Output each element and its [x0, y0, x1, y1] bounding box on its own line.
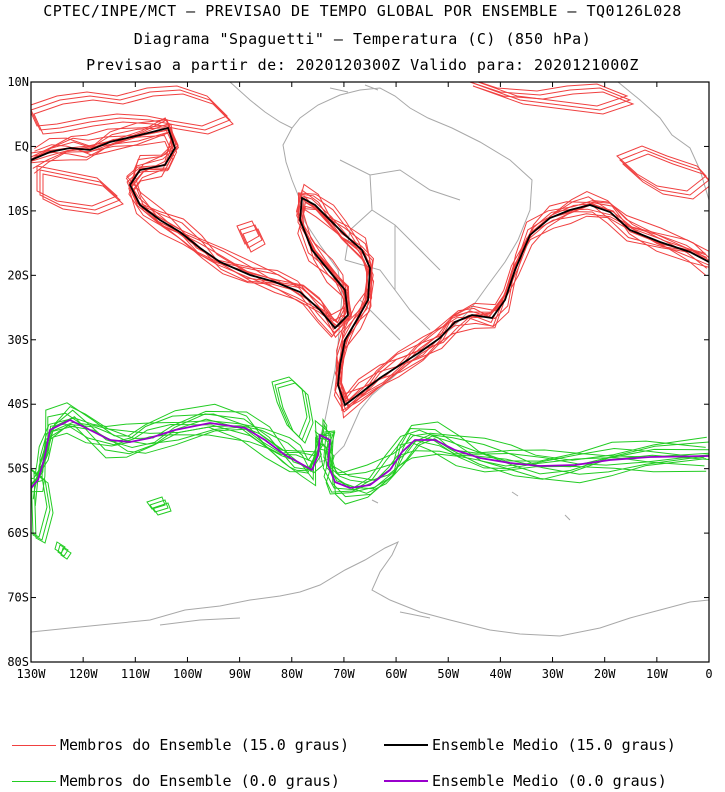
lon-label: 10W	[646, 667, 668, 681]
south-atlantic-islands	[371, 491, 571, 521]
member-15-blob	[42, 173, 124, 215]
lon-label: 110W	[121, 667, 151, 681]
member-0-blob	[274, 379, 311, 441]
member-15-blob	[31, 89, 231, 131]
mean-0-line	[31, 418, 709, 489]
member-15-line	[31, 128, 709, 407]
legend-mean-0: Ensemble Medio (0.0 graus)	[384, 772, 667, 790]
member-0-blob	[152, 502, 172, 516]
mean-0-contours	[31, 418, 709, 489]
lat-label: 10N	[7, 75, 29, 89]
lat-label: 20S	[7, 268, 29, 282]
title-line-3: Previsao a partir de: 2020120300Z Valido…	[86, 56, 639, 74]
member-0-blob	[57, 544, 69, 557]
axis-ticks	[30, 81, 710, 663]
legend-members-15-label: Membros do Ensemble (15.0 graus)	[60, 736, 349, 754]
map-frame	[30, 81, 710, 663]
title-line-2: Diagrama "Spaguetti" — Temperatura (C) (…	[133, 30, 592, 48]
member-0-blob	[54, 541, 66, 554]
lat-label: 60S	[7, 526, 29, 540]
legend-swatch-black	[384, 744, 428, 746]
member-15-blob	[619, 149, 709, 196]
country-borders	[339, 159, 461, 341]
mean-15-line	[31, 126, 709, 407]
lon-label: 40W	[490, 667, 512, 681]
legend-mean-15: Ensemble Medio (15.0 graus)	[384, 736, 676, 754]
member-0-line	[31, 405, 709, 488]
lat-label: 10S	[7, 204, 29, 218]
member-15-blob	[33, 93, 234, 135]
member-0-blob	[33, 472, 54, 544]
member-0-blob	[31, 469, 51, 541]
antarctica-coast	[31, 540, 709, 637]
lon-label: 20W	[594, 667, 616, 681]
member-15-blob	[242, 228, 266, 253]
member-15-blob	[236, 220, 260, 245]
member-15-blob	[622, 153, 709, 200]
legend-members-0-label: Membros do Ensemble (0.0 graus)	[60, 772, 340, 790]
lat-label: 80S	[7, 655, 29, 669]
latitude-labels: 10N EQ 10S 20S 30S 40S 50S 60S 70S 80S	[7, 75, 29, 669]
member-15-blob	[472, 85, 635, 115]
legend-members-0: Membros do Ensemble (0.0 graus)	[12, 772, 340, 790]
legend-swatch-red	[12, 744, 56, 746]
member-0-blob	[60, 547, 72, 560]
mean-15-contours	[31, 126, 709, 407]
lat-label: EQ	[15, 139, 29, 153]
member-0-blob	[146, 496, 166, 510]
member-0-line	[34, 425, 707, 506]
legend-mean-0-label: Ensemble Medio (0.0 graus)	[432, 772, 667, 790]
member-15-line	[31, 130, 709, 411]
lon-label: 0	[705, 667, 712, 681]
lat-label: 50S	[7, 462, 29, 476]
legend-members-15: Membros do Ensemble (15.0 graus)	[12, 736, 349, 754]
lat-label: 70S	[7, 591, 29, 605]
legend-swatch-green	[12, 780, 56, 782]
lon-label: 120W	[69, 667, 99, 681]
member-0-line	[31, 402, 707, 485]
lon-label: 60W	[385, 667, 407, 681]
lon-label: 70W	[333, 667, 355, 681]
member-0-blob	[277, 382, 314, 444]
title-line-1: CPTEC/INPE/MCT — PREVISAO DE TEMPO GLOBA…	[43, 2, 682, 20]
central-america-coast	[229, 82, 293, 129]
member-15-line	[33, 140, 706, 419]
lat-label: 30S	[7, 333, 29, 347]
legend-swatch-purple	[384, 780, 428, 782]
member-15-blob	[31, 85, 228, 127]
member-0-blob	[149, 499, 169, 513]
member-15-blob	[239, 224, 263, 249]
member-15-blob	[469, 82, 632, 111]
longitude-labels: 130W 120W 110W 100W 90W 80W 70W 60W 50W 40W 30W 20W…	[17, 667, 713, 681]
lon-label: 50W	[437, 667, 459, 681]
lon-label: 130W	[17, 667, 47, 681]
member-0-blob	[271, 376, 308, 438]
lon-label: 90W	[229, 667, 251, 681]
lon-label: 30W	[542, 667, 564, 681]
lon-label: 100W	[173, 667, 203, 681]
legend-mean-15-label: Ensemble Medio (15.0 graus)	[432, 736, 676, 754]
lat-label: 40S	[7, 397, 29, 411]
ice-shelves	[159, 611, 431, 626]
lon-label: 80W	[281, 667, 303, 681]
caribbean-islands	[329, 84, 379, 93]
